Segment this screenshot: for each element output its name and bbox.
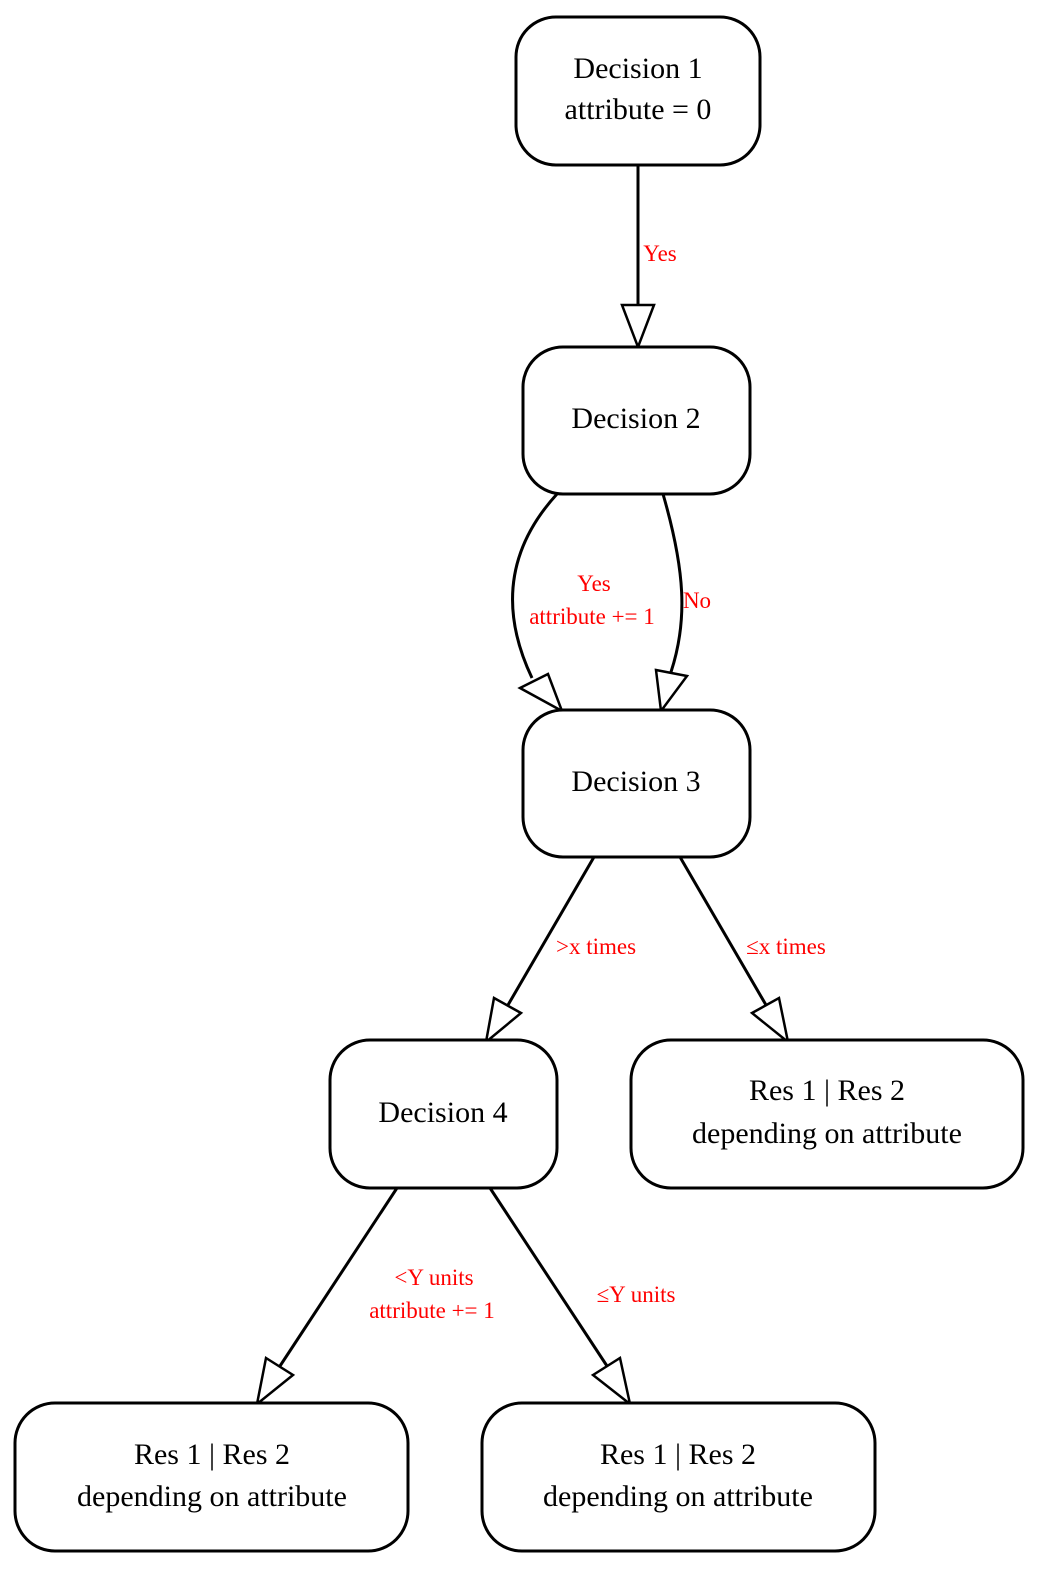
edge-label-line1: Yes — [577, 571, 611, 596]
node-label-line1: Res 1 | Res 2 — [749, 1074, 905, 1107]
arrowhead — [255, 1355, 296, 1408]
edge-label-line2: attribute += 1 — [529, 604, 655, 629]
arrowhead — [517, 672, 565, 714]
arrowhead — [654, 668, 690, 715]
node-label: Decision 4 — [378, 1096, 507, 1129]
edge-label: ≤x times — [746, 934, 826, 959]
edge-label: Yes — [643, 241, 677, 266]
edge-d2-d3-yes: Yes attribute += 1 — [511, 492, 655, 714]
edge-d4-r2: <Y units attribute += 1 — [255, 1187, 495, 1408]
edge-label-line2: attribute += 1 — [369, 1298, 495, 1323]
node-result-1: Res 1 | Res 2 depending on attribute — [629, 1038, 1025, 1190]
edge-label: ≤Y units — [597, 1282, 676, 1307]
edge-d4-r3: ≤Y units — [488, 1187, 676, 1408]
node-label: Decision 2 — [571, 402, 700, 435]
node-result-3: Res 1 | Res 2 depending on attribute — [480, 1401, 877, 1553]
arrowhead — [749, 996, 790, 1046]
arrowhead — [484, 996, 524, 1046]
edge-d1-d2: Yes — [620, 165, 677, 351]
edge-label: No — [683, 588, 711, 613]
node-label-line2: attribute = 0 — [565, 93, 712, 126]
node-decision-3: Decision 3 — [521, 708, 752, 859]
node-label-line2: depending on attribute — [77, 1480, 347, 1513]
node-label-line2: depending on attribute — [543, 1480, 813, 1513]
arrowhead — [620, 303, 656, 351]
node-result-2: Res 1 | Res 2 depending on attribute — [13, 1401, 410, 1553]
node-decision-2: Decision 2 — [521, 345, 752, 496]
node-label-line1: Decision 1 — [573, 52, 702, 85]
node-label-line1: Res 1 | Res 2 — [600, 1438, 756, 1471]
edge-d3-d4: >x times — [484, 856, 636, 1046]
edge-d3-r1: ≤x times — [678, 856, 826, 1046]
node-label-line1: Res 1 | Res 2 — [134, 1438, 290, 1471]
node-decision-1: Decision 1 attribute = 0 — [514, 15, 762, 167]
node-label-line2: depending on attribute — [692, 1117, 962, 1150]
edge-label-line1: <Y units — [394, 1265, 473, 1290]
edge-d2-d3-no: No — [654, 493, 711, 715]
node-decision-4: Decision 4 — [328, 1038, 559, 1190]
arrowhead — [590, 1355, 632, 1408]
edge-label: >x times — [556, 934, 636, 959]
node-label: Decision 3 — [571, 765, 700, 798]
